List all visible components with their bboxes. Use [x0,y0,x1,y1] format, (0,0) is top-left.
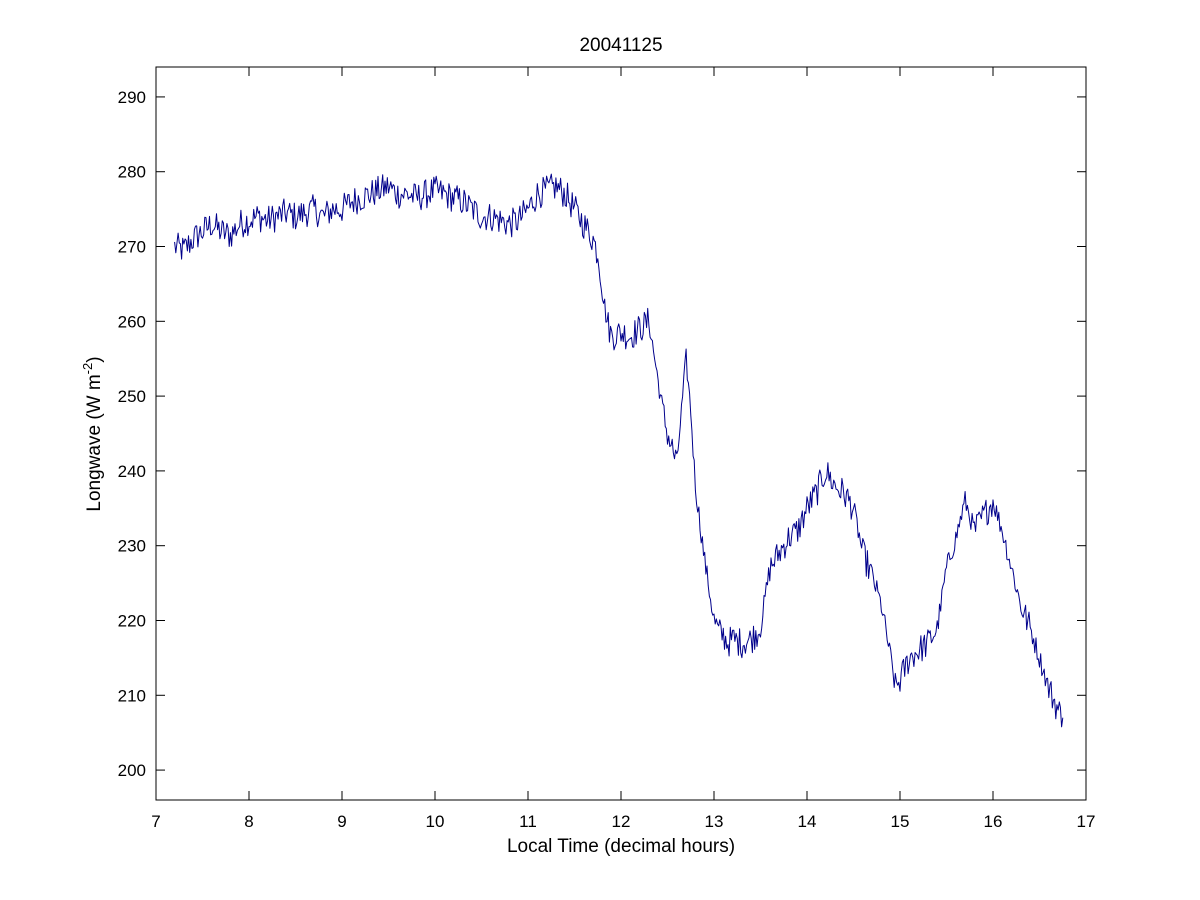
y-axis-title-superscript: -2 [80,363,95,375]
x-tick-label: 15 [891,812,910,831]
series-line-longwave [174,173,1064,728]
x-tick-label: 8 [244,812,253,831]
y-axis-title: Longwave (W m-2) [80,356,105,511]
y-tick-label: 270 [118,238,146,257]
y-tick-label: 290 [118,88,146,107]
plot-area [156,67,1086,800]
chart-title: 20041125 [579,35,662,56]
y-tick-label: 250 [118,387,146,406]
x-tick-label: 10 [426,812,445,831]
y-tick-label: 260 [118,312,146,331]
y-tick-label: 280 [118,163,146,182]
x-tick-label: 7 [151,812,160,831]
x-axis-title: Local Time (decimal hours) [507,836,735,857]
y-tick-label: 200 [118,761,146,780]
x-tick-label: 14 [798,812,817,831]
x-tick-label: 12 [612,812,631,831]
x-tick-label: 11 [519,812,537,831]
y-tick-label: 210 [118,686,146,705]
y-axis-title-main: Longwave (W m [84,374,105,511]
x-tick-label: 16 [984,812,1003,831]
y-tick-label: 220 [118,611,146,630]
y-tick-label: 230 [118,537,146,556]
x-tick-label: 13 [705,812,724,831]
y-axis-title-close: ) [84,356,105,362]
y-tick-label: 240 [118,462,146,481]
x-tick-labels: 7 8 9 10 11 12 13 14 15 16 17 [151,812,1095,831]
y-tick-labels: 200 210 220 230 240 250 260 270 280 290 [118,88,146,780]
axes-frame [155,66,1087,801]
x-tick-label: 9 [337,812,346,831]
x-tick-label: 17 [1077,812,1096,831]
y-axis-title-group: Longwave (W m-2) [80,356,105,511]
